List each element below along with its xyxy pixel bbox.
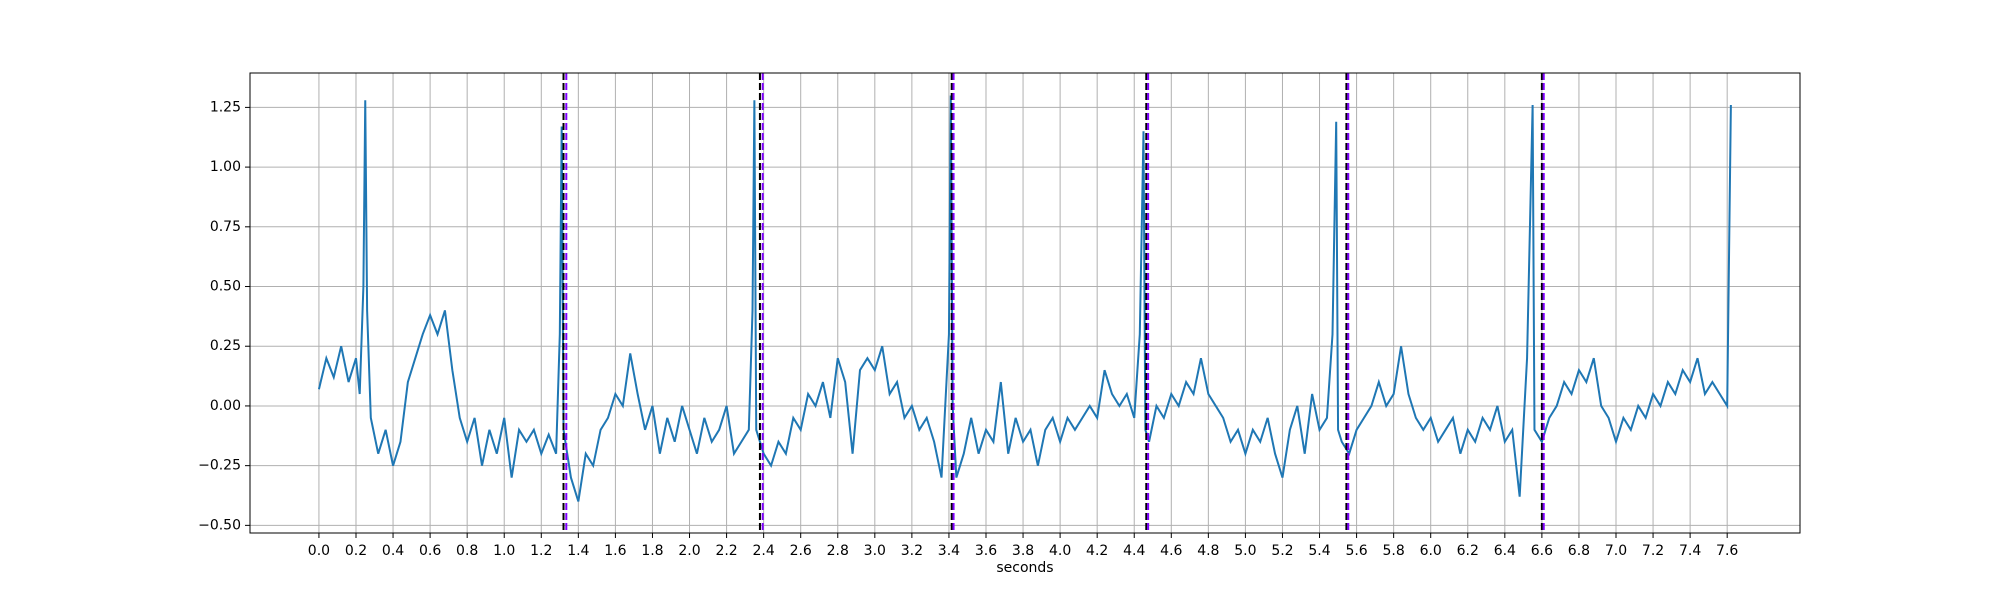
y-tick-label: 0.00 (210, 398, 241, 414)
y-tick-label: 0.75 (210, 219, 241, 235)
x-tick-label: 6.2 (1457, 543, 1479, 559)
x-tick-label: 3.2 (901, 543, 923, 559)
y-tick-label: 0.25 (210, 338, 241, 354)
x-tick-label: 3.0 (864, 543, 886, 559)
y-tick-label: 1.00 (210, 159, 241, 175)
x-tick-label: 3.4 (938, 543, 960, 559)
y-tick-label: 1.25 (210, 99, 241, 115)
x-tick-label: 4.8 (1197, 543, 1219, 559)
x-tick-label: 2.8 (827, 543, 849, 559)
x-tick-label: 5.2 (1271, 543, 1293, 559)
x-tick-label: 5.6 (1345, 543, 1367, 559)
x-tick-label: 4.4 (1123, 543, 1145, 559)
x-tick-label: 1.8 (641, 543, 663, 559)
x-tick-label: 2.2 (715, 543, 737, 559)
x-tick-label: 2.6 (790, 543, 812, 559)
x-tick-label: 1.4 (567, 543, 589, 559)
x-tick-label: 4.2 (1086, 543, 1108, 559)
y-tick-label: 0.50 (210, 279, 241, 295)
x-tick-label: 0.4 (382, 543, 404, 559)
x-tick-label: 6.8 (1568, 543, 1590, 559)
x-tick-label: 1.0 (493, 543, 515, 559)
y-tick-label: −0.50 (198, 517, 241, 533)
data-line (317, 95, 1732, 502)
x-tick-label: 7.2 (1642, 543, 1664, 559)
x-tick-label: 2.4 (753, 543, 775, 559)
plot-frame (249, 72, 1801, 534)
x-axis-label: seconds (996, 560, 1053, 576)
x-tick-label: 6.0 (1420, 543, 1442, 559)
x-tick-label: 3.6 (975, 543, 997, 559)
x-tick-label: 3.8 (1012, 543, 1034, 559)
x-tick-label: 0.2 (345, 543, 367, 559)
y-tick-label: −0.25 (198, 458, 241, 474)
x-tick-label: 6.4 (1494, 543, 1516, 559)
x-tick-label: 5.8 (1383, 543, 1405, 559)
x-tick-label: 7.6 (1716, 543, 1738, 559)
x-tick-label: 0.6 (419, 543, 441, 559)
x-tick-label: 4.0 (1049, 543, 1071, 559)
x-tick-label: 7.0 (1605, 543, 1627, 559)
x-tick-label: 5.0 (1234, 543, 1256, 559)
x-tick-label: 5.4 (1308, 543, 1330, 559)
x-tick-label: 0.0 (308, 543, 330, 559)
x-tick-label: 0.8 (456, 543, 478, 559)
x-tick-label: 6.6 (1531, 543, 1553, 559)
x-tick-label: 1.2 (530, 543, 552, 559)
x-tick-label: 4.6 (1160, 543, 1182, 559)
x-tick-label: 2.0 (678, 543, 700, 559)
x-tick-label: 7.4 (1679, 543, 1701, 559)
x-tick-label: 1.6 (604, 543, 626, 559)
